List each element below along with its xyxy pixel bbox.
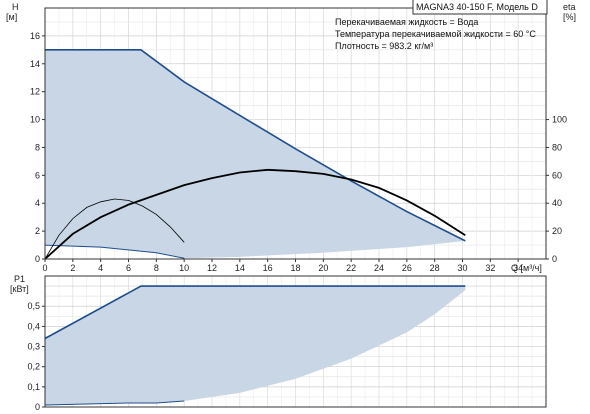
max-head-curve [45, 49, 466, 242]
head-curves [44, 49, 466, 260]
y-tick-label: 0 [35, 254, 40, 264]
power-y-tick-label: 0,4 [27, 321, 40, 331]
max-power-curve [44, 285, 466, 340]
y2-tick-label: 0 [552, 254, 557, 264]
power-chart-frame [44, 275, 547, 408]
x-tick-label: 10 [179, 263, 189, 273]
y2-tick-label: 20 [552, 226, 562, 236]
eta-axis-label-bottom: [%] [563, 12, 576, 22]
eta-axis-label-top: eta [563, 2, 576, 12]
y-tick-label: 8 [35, 142, 40, 152]
x-tick-label: 16 [263, 263, 273, 273]
model-label-box [412, 0, 548, 15]
operating-area-fill [45, 49, 466, 259]
power-axis-label-top: P1 [14, 274, 25, 284]
x-tick-label: 12 [207, 263, 217, 273]
efficiency-max-curve [44, 168, 466, 260]
min-power-curve [44, 400, 185, 406]
x-tick-label: 34 [513, 263, 523, 273]
power-area-fill [45, 286, 466, 405]
y-tick-label: 6 [35, 170, 40, 180]
density-note: Плотность = 983.2 кг/м³ [335, 41, 433, 51]
x-tick-label: 30 [457, 263, 467, 273]
head-operating-area [45, 49, 466, 259]
y-tick-label: 10 [30, 115, 40, 125]
power-curves [44, 285, 466, 406]
flow-x-ticks: 0 2 4 6 8 10 12 14 16 18 20 22 24 26 28 30 32 34 [42, 259, 523, 273]
x-tick-label: 6 [126, 263, 131, 273]
x-tick-label: 22 [346, 263, 356, 273]
x-tick-label: 0 [42, 263, 47, 273]
flow-axis-label: Q [м³/ч] [511, 263, 542, 273]
y-tick-label: 16 [30, 31, 40, 41]
temperature-note: Температура перекачиваемой жидкости = 60… [335, 29, 536, 39]
y2-tick-label: 60 [552, 170, 562, 180]
y-tick-label: 2 [35, 226, 40, 236]
x-tick-label: 28 [430, 263, 440, 273]
x-tick-label: 4 [98, 263, 103, 273]
min-head-curve [44, 244, 185, 259]
head-y-ticks: 0 2 4 6 8 10 12 14 16 [30, 31, 45, 264]
y-tick-label: 12 [30, 87, 40, 97]
power-y-tick-label: 0,1 [27, 382, 40, 392]
efficiency-min-curve [44, 198, 185, 260]
y-tick-label: 14 [30, 59, 40, 69]
power-y-tick-label: 0,3 [27, 342, 40, 352]
fluid-note: Перекачиваемая жидкость = Вода [335, 17, 478, 27]
x-tick-label: 24 [374, 263, 384, 273]
x-tick-label: 18 [290, 263, 300, 273]
head-axis-label-top: H [12, 2, 19, 12]
y2-tick-label: 80 [552, 142, 562, 152]
x-tick-label: 32 [485, 263, 495, 273]
power-operating-area [45, 286, 466, 405]
head-axis-label-bottom: [м] [6, 12, 17, 22]
x-tick-label: 26 [402, 263, 412, 273]
x-tick-label: 8 [154, 263, 159, 273]
y2-tick-label: 40 [552, 198, 562, 208]
eta-y-ticks: 0 20 40 60 80 100 [546, 115, 567, 264]
power-y-ticks: 0 0,1 0,2 0,3 0,4 0,5 [27, 301, 45, 412]
power-y-tick-label: 0,2 [27, 362, 40, 372]
x-tick-label: 14 [235, 263, 245, 273]
x-tick-label: 2 [70, 263, 75, 273]
power-y-tick-label: 0 [35, 402, 40, 412]
y-tick-label: 4 [35, 198, 40, 208]
power-axis-label-bottom: [кВт] [10, 284, 29, 294]
model-label: MAGNA3 40-150 F, Модель D [416, 2, 538, 12]
power-y-tick-label: 0,5 [27, 301, 40, 311]
x-tick-label: 20 [318, 263, 328, 273]
y2-tick-label: 100 [552, 115, 567, 125]
